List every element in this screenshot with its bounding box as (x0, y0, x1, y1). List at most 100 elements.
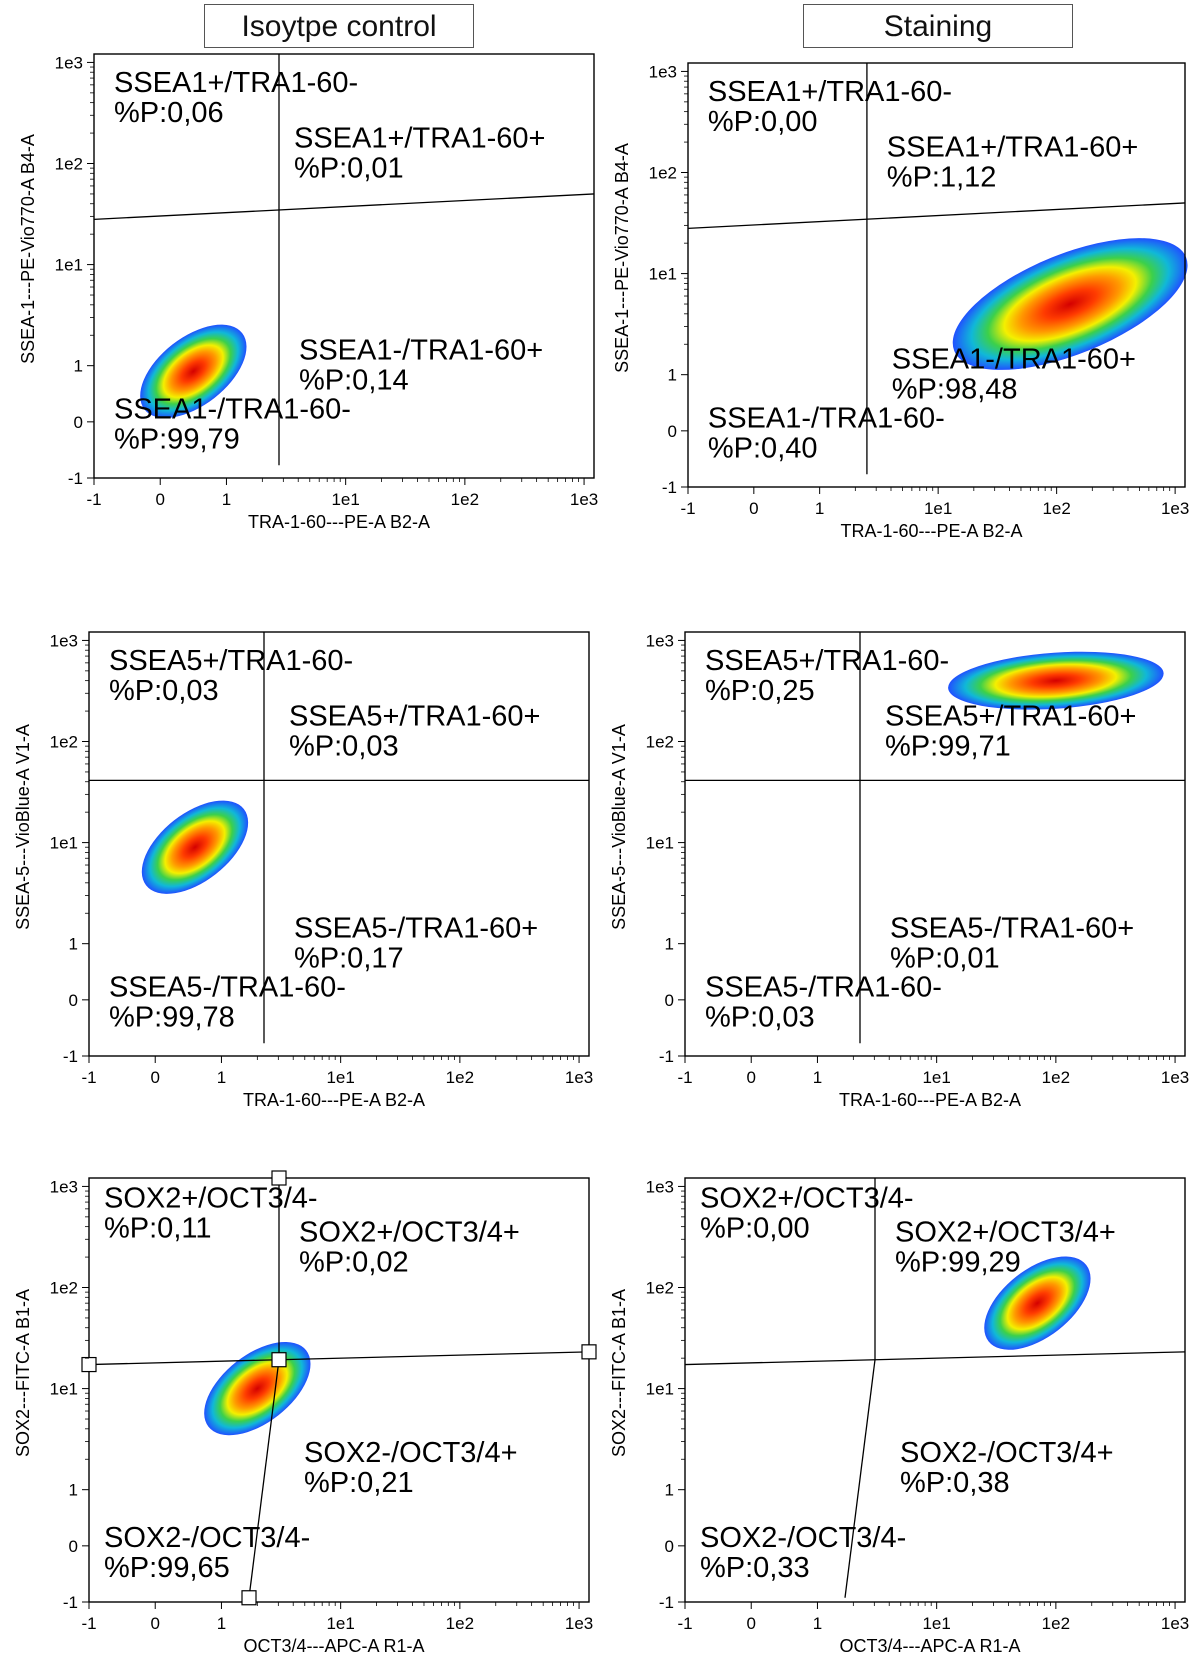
quadrant-name-top-right: SOX2+/OCT3/4+ (299, 1217, 520, 1249)
plot-frame (93, 53, 595, 479)
plot-isotype-ssea1: -1-1 0 0 1 1 1e1 1e1 1e2 1e2 1e3 1e3 TRA-1-60---PE-… (18, 53, 598, 532)
x-axis-label: TRA-1-60---PE-A B2-A (243, 1090, 425, 1110)
x-tick-label: 1e1 (331, 490, 359, 509)
y-tick-label: 0 (69, 991, 78, 1010)
quadrant-name-bottom-right: SSEA5-/TRA1-60+ (294, 912, 538, 944)
gate-vertical-line-bottom[interactable] (248, 1359, 280, 1598)
gate-handle[interactable] (241, 1590, 257, 1606)
gate-horizontal-line[interactable] (687, 202, 1186, 230)
x-tick-label: 1 (217, 1614, 226, 1633)
y-axis-label: SOX2---FITC-A B1-A (13, 1289, 33, 1457)
x-tick-label: -1 (81, 1614, 96, 1633)
y-axis-label: SSEA-5---VioBlue-A V1-A (609, 724, 629, 930)
y-tick-label: 1e3 (50, 1177, 78, 1196)
y-tick-label: 1e2 (50, 1279, 78, 1298)
x-tick-label: 0 (749, 499, 758, 518)
y-tick-label: 0 (668, 422, 677, 441)
y-tick-label: 1e1 (646, 1380, 674, 1399)
plot-frame (684, 1177, 1186, 1603)
y-tick-label: 1 (69, 1481, 78, 1500)
quadrant-percent-top-right: %P:0,02 (299, 1247, 409, 1279)
x-axis-label: OCT3/4---APC-A R1-A (243, 1636, 424, 1656)
population-density (984, 1256, 1091, 1350)
y-tick-label: 1e1 (649, 265, 677, 284)
quadrant-percent-bottom-left: %P:99,65 (104, 1552, 230, 1584)
x-tick-label: 1e3 (565, 1614, 593, 1633)
plot-frame (88, 631, 590, 1057)
x-tick-label: 1 (815, 499, 824, 518)
quadrant-name-top-right: SSEA5+/TRA1-60+ (885, 700, 1136, 732)
quadrant-name-top-left: SSEA1+/TRA1-60- (114, 67, 358, 99)
x-tick-label: 0 (155, 490, 164, 509)
population-density (140, 324, 247, 418)
gate-horizontal-line[interactable] (93, 193, 595, 221)
quadrant-name-top-left: SSEA1+/TRA1-60- (708, 76, 952, 108)
x-tick-label: 1e2 (1042, 1068, 1070, 1087)
quadrant-percent-bottom-left: %P:99,79 (114, 424, 240, 456)
y-tick-label: 0 (665, 1537, 674, 1556)
quadrant-name-bottom-left: SOX2-/OCT3/4- (104, 1522, 310, 1554)
x-tick-label: 1e1 (326, 1614, 354, 1633)
y-axis-label: SSEA-5---VioBlue-A V1-A (13, 724, 33, 930)
quadrant-name-top-left: SOX2+/OCT3/4- (104, 1183, 318, 1215)
population-density (204, 1341, 311, 1436)
quadrant-percent-bottom-right: %P:0,01 (890, 942, 1000, 974)
y-axis-label: SOX2---FITC-A B1-A (609, 1289, 629, 1457)
y-axis-label: SSEA-1---PE-Vio770-A B4-A (612, 143, 632, 373)
x-tick-label: 1e2 (1042, 499, 1070, 518)
y-tick-label: 1e2 (50, 733, 78, 752)
y-tick-label: 1e2 (646, 733, 674, 752)
x-tick-label: 1e3 (1161, 1614, 1189, 1633)
x-tick-label: 1e1 (924, 499, 952, 518)
x-tick-label: 0 (746, 1614, 755, 1633)
y-tick-label: 1e1 (646, 834, 674, 853)
gate-handle[interactable] (581, 1344, 597, 1360)
x-tick-label: -1 (677, 1614, 692, 1633)
gate-horizontal-line[interactable] (88, 1351, 590, 1366)
quadrant-name-top-left: SOX2+/OCT3/4- (700, 1183, 914, 1215)
quadrant-name-bottom-left: SSEA5-/TRA1-60- (705, 972, 942, 1004)
x-axis-label: TRA-1-60---PE-A B2-A (841, 521, 1023, 541)
x-tick-label: -1 (81, 1068, 96, 1087)
population-density (948, 651, 1164, 710)
quadrant-percent-top-left: %P:0,11 (104, 1213, 211, 1245)
plot-isotype-sox2: -1-1 0 0 1 1 1e1 1e1 1e2 1e2 1e3 1e3 OCT3/4---APC-A… (13, 1170, 597, 1656)
x-tick-label: 1e3 (1161, 1068, 1189, 1087)
plot-isotype-ssea5: -1-1 0 0 1 1 1e1 1e1 1e2 1e2 1e3 1e3 TRA-1-60---PE-… (13, 631, 593, 1110)
quadrant-percent-top-left: %P:0,00 (708, 106, 818, 138)
gate-handle[interactable] (81, 1356, 97, 1373)
y-tick-label: 1e2 (649, 164, 677, 183)
gate-handle[interactable] (271, 1170, 287, 1186)
quadrant-percent-top-right: %P:0,01 (294, 152, 404, 184)
y-tick-label: 0 (665, 991, 674, 1010)
y-tick-label: -1 (68, 469, 83, 488)
x-tick-label: 0 (150, 1068, 159, 1087)
gate-vertical-line-bottom[interactable] (844, 1359, 876, 1598)
gate-horizontal-line[interactable] (684, 1351, 1186, 1366)
quadrant-percent-top-left: %P:0,00 (700, 1213, 810, 1245)
plot-frame (687, 62, 1186, 488)
y-tick-label: -1 (63, 1593, 78, 1612)
y-tick-label: 1e2 (646, 1279, 674, 1298)
quadrant-percent-bottom-right: %P:0,17 (294, 942, 404, 974)
quadrant-percent-top-left: %P:0,25 (705, 675, 815, 707)
quadrant-percent-bottom-left: %P:99,78 (109, 1002, 235, 1034)
quadrant-percent-top-right: %P:99,29 (895, 1247, 1021, 1279)
quadrant-name-top-right: SSEA5+/TRA1-60+ (289, 700, 540, 732)
quadrant-name-top-right: SSEA1+/TRA1-60+ (887, 131, 1138, 163)
quadrant-name-bottom-right: SOX2-/OCT3/4+ (304, 1437, 518, 1469)
quadrant-name-bottom-left: SSEA5-/TRA1-60- (109, 972, 346, 1004)
plot-frame (684, 631, 1186, 1057)
plot-frame (88, 1177, 590, 1603)
plot-staining-ssea5: -1-1 0 0 1 1 1e1 1e1 1e2 1e2 1e3 1e3 TRA-1-60---PE-… (609, 631, 1189, 1110)
gate-handle[interactable] (271, 1352, 287, 1368)
plot-staining-sox2: -1-1 0 0 1 1 1e1 1e1 1e2 1e2 1e3 1e3 OCT3/4---APC-A… (609, 1177, 1189, 1656)
quadrant-percent-bottom-right: %P:0,14 (299, 364, 409, 396)
x-tick-label: 1e3 (570, 490, 598, 509)
quadrant-percent-top-right: %P:99,71 (885, 730, 1011, 762)
quadrant-name-bottom-right: SOX2-/OCT3/4+ (900, 1437, 1114, 1469)
x-tick-label: 1e2 (451, 490, 479, 509)
y-axis-label: SSEA-1---PE-Vio770-A B4-A (18, 134, 38, 364)
